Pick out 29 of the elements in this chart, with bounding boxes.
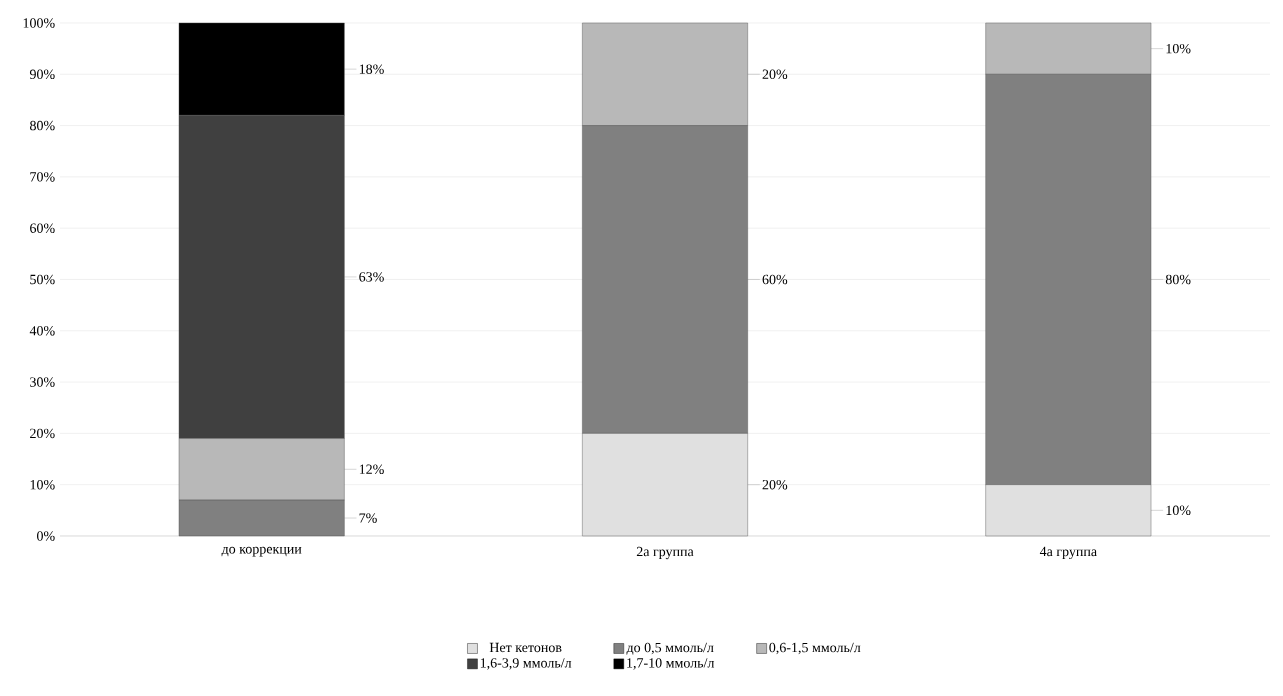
data-label: 20% [762, 479, 788, 490]
y-tick-label: 10% [30, 479, 55, 490]
y-tick-label: 70% [30, 172, 55, 182]
legend-label: 1,6-3,9 ммоль/л [480, 658, 572, 670]
y-tick-label: 60% [30, 223, 55, 233]
y-tick-label: 90% [29, 69, 55, 80]
data-label: 10% [1166, 43, 1191, 54]
data-label: 10% [1166, 505, 1191, 516]
data-label: 18% [359, 64, 384, 74]
data-label: 63% [359, 272, 384, 282]
legend-label: 1,7-10 ммоль/л [627, 658, 715, 670]
data-label: 20% [762, 69, 788, 80]
y-tick-label: 0% [37, 531, 55, 541]
y-tick-label: 30% [30, 377, 55, 387]
y-tick-label: 50% [30, 274, 55, 285]
legend-label: Нет кетонов [489, 642, 562, 653]
data-label: 7% [359, 513, 377, 523]
legend-label: до 0,5 ммоль/л [626, 642, 714, 655]
y-tick-label: 80% [30, 120, 55, 131]
y-tick-label: 100% [23, 18, 55, 28]
x-tick-label: 4а группа [1039, 546, 1097, 560]
y-tick-label: 20% [30, 428, 55, 439]
data-label: 80% [1165, 274, 1191, 285]
x-tick-label: 2а группа [636, 546, 694, 560]
data-label: 60% [762, 274, 788, 285]
legend-label: 0,6-1,5 ммоль/л [769, 642, 861, 655]
y-tick-label: 40% [29, 326, 55, 336]
data-label: 12% [359, 464, 384, 475]
x-tick-label: до коррекции [221, 546, 302, 557]
